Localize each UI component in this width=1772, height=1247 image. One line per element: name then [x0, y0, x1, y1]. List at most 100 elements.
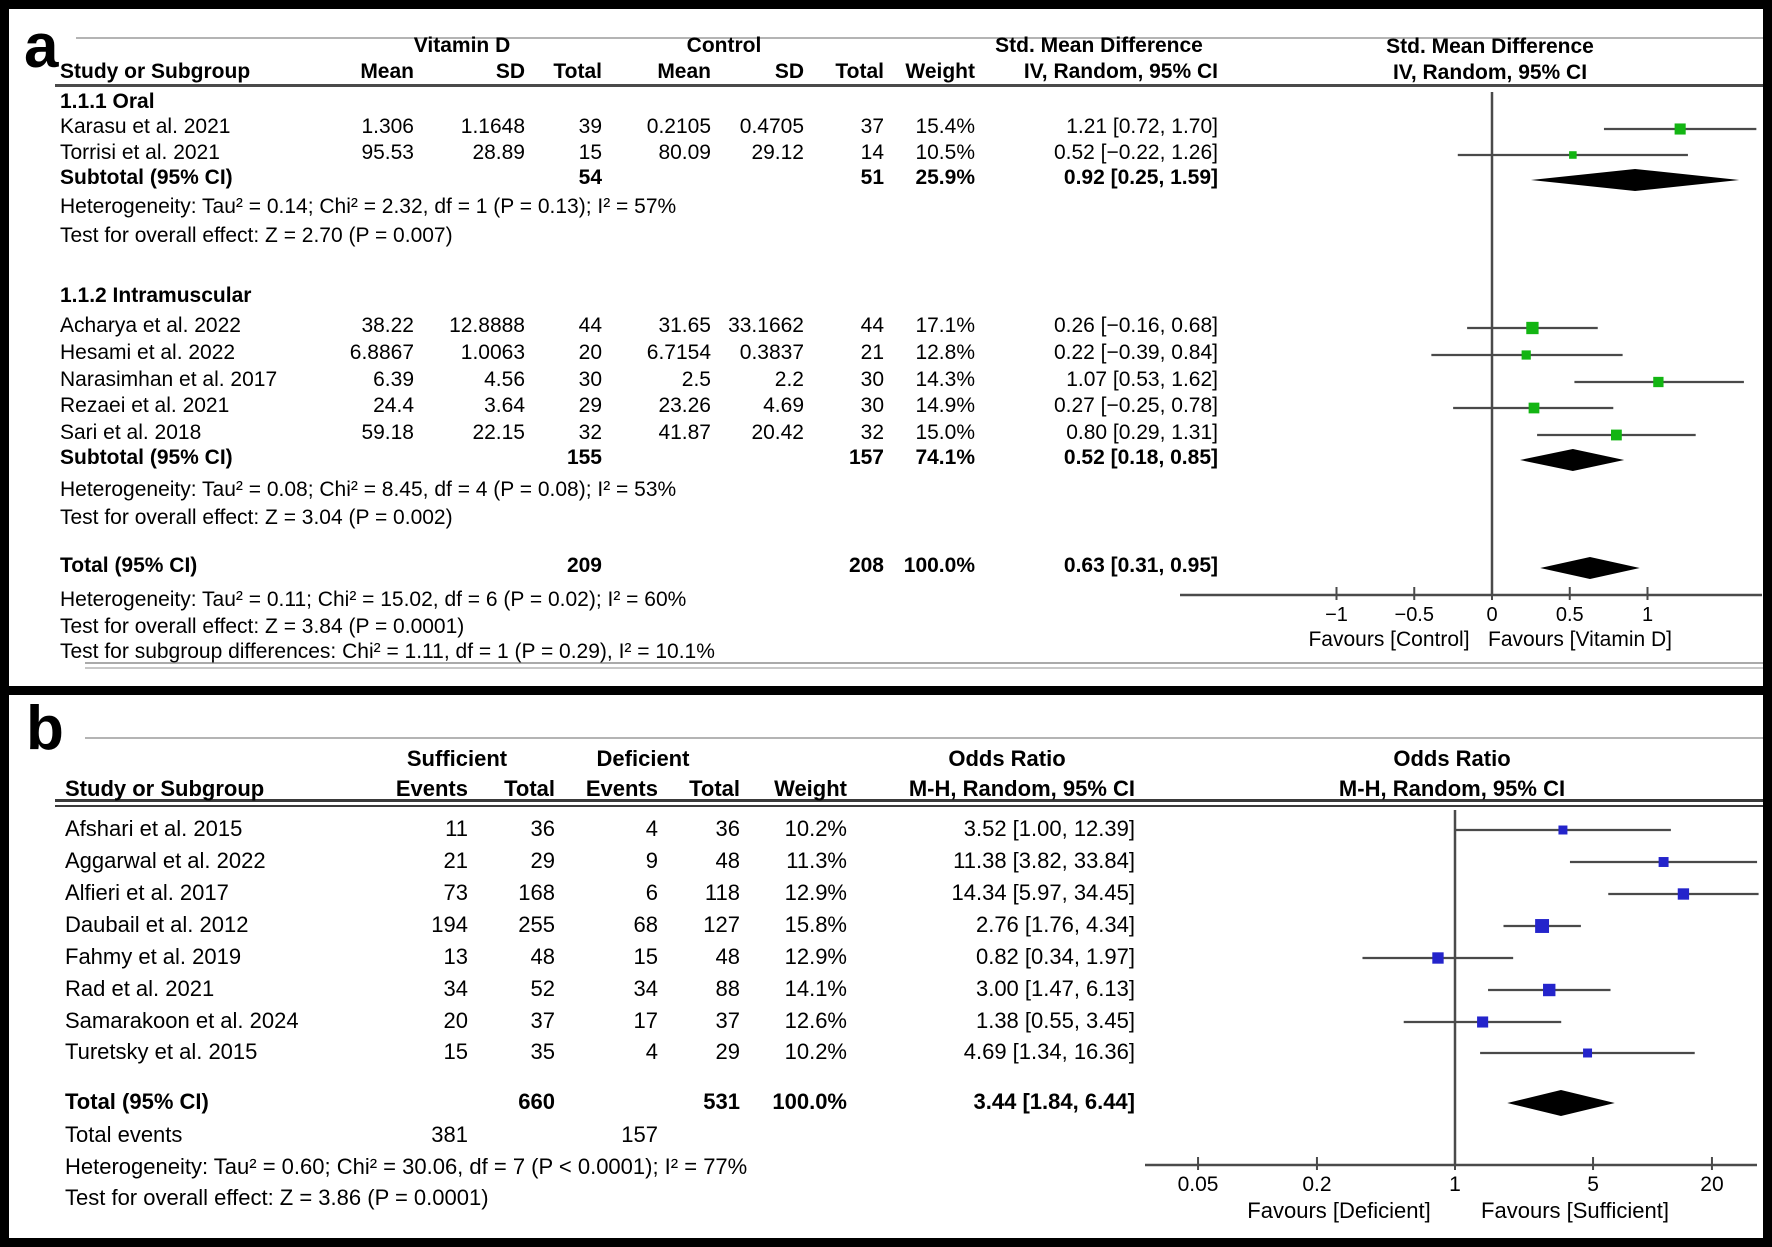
cell: 29 — [578, 394, 602, 417]
group-header: Odds Ratio — [948, 746, 1066, 771]
cell: 14.3% — [915, 368, 975, 391]
cell: 1.0063 — [460, 341, 525, 364]
panel-a-bottom-rule — [85, 662, 1764, 664]
axis-tick-label: 20 — [1700, 1173, 1724, 1196]
cell: 34 — [633, 976, 658, 1001]
effect-square — [1569, 151, 1577, 159]
axis-tick-label: 0.05 — [1177, 1173, 1219, 1196]
cell: 12.8888 — [449, 314, 525, 337]
panel-b-header-rule — [55, 805, 1764, 807]
cell: 21 — [860, 341, 884, 364]
cell: 32 — [578, 421, 602, 444]
cell: 12.8% — [915, 341, 975, 364]
cell: 14.1% — [784, 976, 847, 1001]
cell: 1.306 — [361, 115, 414, 138]
cell: 44 — [578, 314, 602, 337]
panel-divider — [0, 686, 1772, 695]
pooled-diamond — [1540, 557, 1640, 579]
study-name: Karasu et al. 2021 — [60, 115, 231, 138]
cell: 88 — [715, 976, 740, 1001]
cell: 54 — [578, 166, 602, 189]
cell: 21 — [443, 848, 468, 873]
group-header: Deficient — [596, 746, 690, 771]
study-name: Torrisi et al. 2021 — [60, 141, 220, 164]
cell: 0.52 [0.18, 0.85] — [1063, 446, 1218, 469]
cell: 52 — [530, 976, 555, 1001]
study-name: Rezaei et al. 2021 — [60, 394, 230, 417]
study-name: Fahmy et al. 2019 — [65, 944, 242, 969]
panel-a-label: a — [24, 12, 59, 81]
cell: 48 — [715, 848, 740, 873]
cell: 15.4% — [915, 115, 975, 138]
cell: 30 — [860, 368, 884, 391]
cell: 12.9% — [784, 944, 847, 969]
pooled-diamond — [1507, 1090, 1615, 1116]
cell: 68 — [633, 912, 658, 937]
cell: 168 — [518, 880, 555, 905]
column-header: Total — [553, 60, 602, 83]
cell: 17.1% — [915, 314, 975, 337]
cell: 25.9% — [915, 166, 975, 189]
axis-tick-label: 0.2 — [1302, 1173, 1332, 1196]
pooled-diamond — [1519, 449, 1625, 471]
study-name: Sari et al. 2018 — [60, 421, 202, 444]
cell: 0.26 [−0.16, 0.68] — [1053, 314, 1218, 337]
cell: 0.92 [0.25, 1.59] — [1063, 166, 1218, 189]
cell: 33.1662 — [728, 314, 804, 337]
effect-square — [1543, 983, 1556, 997]
note-label: Test for overall effect: Z = 3.86 (P = 0… — [65, 1185, 489, 1210]
cell: 14.9% — [915, 394, 975, 417]
cell: 194 — [431, 912, 468, 937]
cell: 36 — [530, 816, 555, 841]
panel-a-top-rule — [76, 37, 1764, 39]
cell: 95.53 — [361, 141, 414, 164]
effect-square — [1658, 857, 1669, 867]
column-header: Study or Subgroup — [65, 776, 265, 801]
cell: 15.0% — [915, 421, 975, 444]
cell: 17 — [633, 1008, 658, 1033]
cell: 35 — [530, 1039, 555, 1064]
cell: 29.12 — [751, 141, 804, 164]
column-header: Total — [689, 776, 740, 801]
study-name: Afshari et al. 2015 — [65, 816, 243, 841]
cell: 118 — [704, 880, 740, 905]
cell: 24.4 — [373, 394, 414, 417]
cell: 14.34 [5.97, 34.45] — [951, 880, 1136, 905]
cell: 12.9% — [784, 880, 847, 905]
subtotal-label: Subtotal (95% CI) — [60, 446, 233, 469]
cell: 44 — [860, 314, 884, 337]
pooled-diamond — [1530, 169, 1740, 191]
cell: 4.56 — [484, 368, 525, 391]
cell: 0.22 [−0.39, 0.84] — [1053, 341, 1218, 364]
cell: 48 — [715, 944, 740, 969]
cell: 34 — [443, 976, 468, 1001]
favours-deficient-label: Favours [Deficient] — [1247, 1198, 1431, 1223]
group-header: Sufficient — [406, 746, 508, 771]
cell: 9 — [645, 848, 658, 873]
note-label: Heterogeneity: Tau² = 0.11; Chi² = 15.02… — [60, 588, 687, 611]
study-name: Samarakoon et al. 2024 — [65, 1008, 299, 1033]
cell: 20 — [578, 341, 602, 364]
axis-tick-label: 1 — [1449, 1173, 1461, 1196]
cell: 15 — [443, 1039, 468, 1064]
study-name: Hesami et al. 2022 — [60, 341, 236, 364]
subtotal-label: Subtotal (95% CI) — [60, 166, 233, 189]
note-label: Test for overall effect: Z = 3.84 (P = 0… — [60, 615, 465, 638]
column-header: Weight — [774, 776, 847, 801]
cell: 0.4705 — [739, 115, 804, 138]
cell: 37 — [715, 1008, 740, 1033]
panel-a-plot-subheader: IV, Random, 95% CI — [1392, 61, 1588, 84]
column-header: Weight — [905, 60, 975, 83]
cell: 381 — [431, 1122, 468, 1147]
group-label: 1.1.1 Oral — [60, 90, 155, 113]
axis-tick-label: −0.5 — [1394, 604, 1434, 626]
cell: 157 — [621, 1122, 658, 1147]
cell: 0.27 [−0.25, 0.78] — [1053, 394, 1218, 417]
note-label: Total events — [65, 1122, 183, 1147]
cell: 10.2% — [784, 1039, 847, 1064]
cell: 100.0% — [903, 554, 975, 577]
effect-square — [1477, 1016, 1489, 1028]
column-header: IV, Random, 95% CI — [1023, 60, 1218, 83]
cell: 30 — [860, 394, 884, 417]
cell: 38.22 — [361, 314, 414, 337]
